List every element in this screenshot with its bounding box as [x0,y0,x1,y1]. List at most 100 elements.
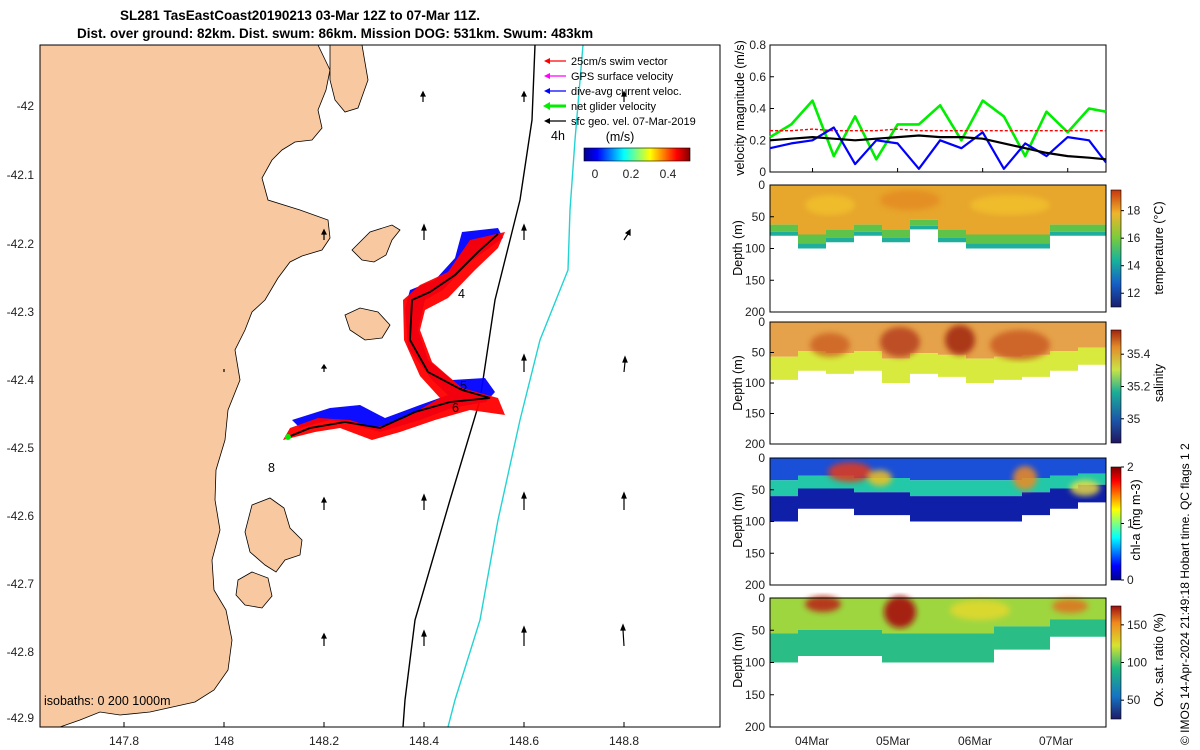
freycinet-tip [329,45,369,113]
salinity-colorbar [1110,329,1122,444]
map-frame [39,44,721,728]
depth-tick-label: 0 [758,591,765,605]
colorbar-tick-label: 14 [1127,259,1141,273]
salinity-y-label: Depth (m) [731,355,745,411]
salinity-y-ticks: 0 50 100 150 200 [745,315,774,451]
lon-tick-label: 148.6 [509,734,539,748]
map-colorbar-tick: 0.4 [660,167,677,181]
depth-tick-label: 50 [752,623,766,637]
chlorophyll-panel: Depth (m) 0 50 100 150 200 0 1 2 chl-a (mg m-3… [731,451,1143,592]
velocity-series-dive-avg [769,126,1107,170]
map-lat-axis: -42 -42.1 -42.2 -42.3 -42.4 -42.5 -42.6 … [7,99,35,725]
colorbar-tick-label: 16 [1127,231,1141,245]
chart-title-line2: Dist. over ground: 82km. Dist. swum: 86k… [77,26,594,41]
velocity-y-axis: 0 0.2 0.4 0.6 0.8 [749,38,774,179]
svg-text:net glider velocity: net glider velocity [571,101,656,113]
colorbar-tick-label: 0 [1127,573,1134,587]
temperature-colorbar-ticks: 12 14 16 18 [1121,204,1141,300]
lon-tick-label: 147.8 [109,734,139,748]
tasmania-coastline [40,45,331,727]
copyright-footer: © IMOS 14-Apr-2024 21:49:18 Hobart time.… [1178,443,1192,745]
lat-tick-label: -42.7 [7,577,35,591]
velocity-panel: 0 0.2 0.4 0.6 0.8 velocity magnitude (m/s) [733,38,1107,179]
temperature-deep-layer [770,219,1106,244]
chart-title-line1: SL281 TasEastCoast20190213 03-Mar 12Z to… [120,8,480,23]
legend-sfc-geo-velocity: sfc geo. vel. 07-Mar-2019 [544,116,696,128]
temperature-y-label: Depth (m) [731,220,745,276]
lat-tick-label: -42.4 [7,373,35,387]
colorbar-tick-label: 18 [1127,204,1141,218]
lon-tick-label: 148 [214,734,234,748]
day-marker-4h: 4h [551,129,565,143]
lat-tick-label: -42.9 [7,711,35,725]
lon-tick-label: 148.2 [309,734,339,748]
velocity-series-sfc-geo [769,134,1107,161]
time-tick-label: 04Mar [795,734,829,748]
velocity-y-tick-label: 0 [759,165,766,179]
depth-tick-label: 100 [745,656,765,670]
lat-tick-label: -42.6 [7,509,35,523]
salinity-panel: Depth (m) 0 50 100 150 200 35 35.2 35.4 salini… [731,315,1166,451]
depth-tick-label: 0 [758,315,765,329]
lon-tick-label: 148.8 [609,734,639,748]
schouten-island [344,307,391,341]
map-lon-axis: 147.8 148 148.2 148.4 148.6 148.8 [109,722,639,748]
temperature-panel: Depth (m) 0 50 100 150 200 12 14 16 18 temperat… [731,178,1166,319]
velocity-y-tick-label: 0.4 [749,102,766,116]
colorbar-tick-label: 12 [1127,286,1141,300]
time-tick-label: 07Mar [1039,734,1073,748]
tasman-peninsula-south [235,571,273,609]
depth-tick-label: 0 [758,451,765,465]
depth-tick-label: 0 [758,178,765,192]
depth-tick-label: 100 [745,242,765,256]
oxygen-y-ticks: 0 50 100 150 200 [745,591,774,734]
svg-text:GPS surface velocity: GPS surface velocity [571,71,674,83]
day-marker-8: 8 [268,461,275,475]
velocity-y-tick-label: 0.8 [749,38,766,52]
day-marker-5: 5 [460,379,467,393]
maria-island [351,224,401,263]
track-start-marker [285,434,291,440]
chlorophyll-colorbar-ticks: 0 1 2 [1121,460,1134,587]
temperature-colorbar-label: temperature (°C) [1152,201,1166,294]
temperature-section [770,185,1106,249]
map-colorbar-title: (m/s) [606,130,634,144]
chlorophyll-y-label: Depth (m) [731,492,745,548]
velocity-y-label: velocity magnitude (m/s) [733,40,747,175]
chlorophyll-section [770,458,1106,522]
velocity-y-tick-label: 0.2 [749,133,766,147]
colorbar-tick-label: 2 [1127,460,1134,474]
depth-tick-label: 100 [745,515,765,529]
colorbar-tick-label: 35.2 [1127,380,1151,394]
depth-tick-label: 150 [745,273,765,287]
oxygen-lower-layer [770,619,1106,663]
oxygen-field [770,598,1106,634]
temperature-bottom-layer [770,225,1106,249]
depth-tick-label: 200 [745,578,765,592]
day-marker-4: 4 [458,287,465,301]
svg-text:sfc geo. vel. 07-Mar-2019: sfc geo. vel. 07-Mar-2019 [571,116,696,128]
salinity-section [770,322,1106,383]
swim-vector-band [283,232,505,440]
chlorophyll-colorbar-label: chl-a (mg m-3) [1129,479,1143,560]
velocity-series-swim [770,128,1106,132]
lat-tick-label: -42.5 [7,441,35,455]
depth-tick-label: 150 [745,407,765,421]
legend-swim-vector: 25cm/s swim vector [544,56,668,68]
depth-tick-label: 200 [745,437,765,451]
map-speed-colorbar: (m/s) 0 0.2 0.4 [583,130,691,181]
lat-tick-label: -42.8 [7,645,35,659]
chlorophyll-bottom-layer [770,484,1106,522]
isobath-legend: isobaths: 0 200 1000m [44,694,170,708]
day-marker-6: 6 [452,401,459,415]
oxygen-colorbar-label: Ox. sat. ratio (%) [1152,613,1166,707]
map-panel: 4h 4 5 6 8 isobaths: 0 200 1000m 25cm/s … [7,44,721,748]
map-colorbar-tick: 0.2 [623,167,640,181]
temperature-y-ticks: 0 50 100 150 200 [745,178,774,319]
chlorophyll-y-ticks: 0 50 100 150 200 [745,451,774,592]
colorbar-tick-label: 100 [1127,656,1147,670]
tasman-peninsula [244,497,303,573]
oxygen-colorbar-ticks: 50 100 150 [1121,618,1147,707]
depth-tick-label: 50 [752,483,766,497]
